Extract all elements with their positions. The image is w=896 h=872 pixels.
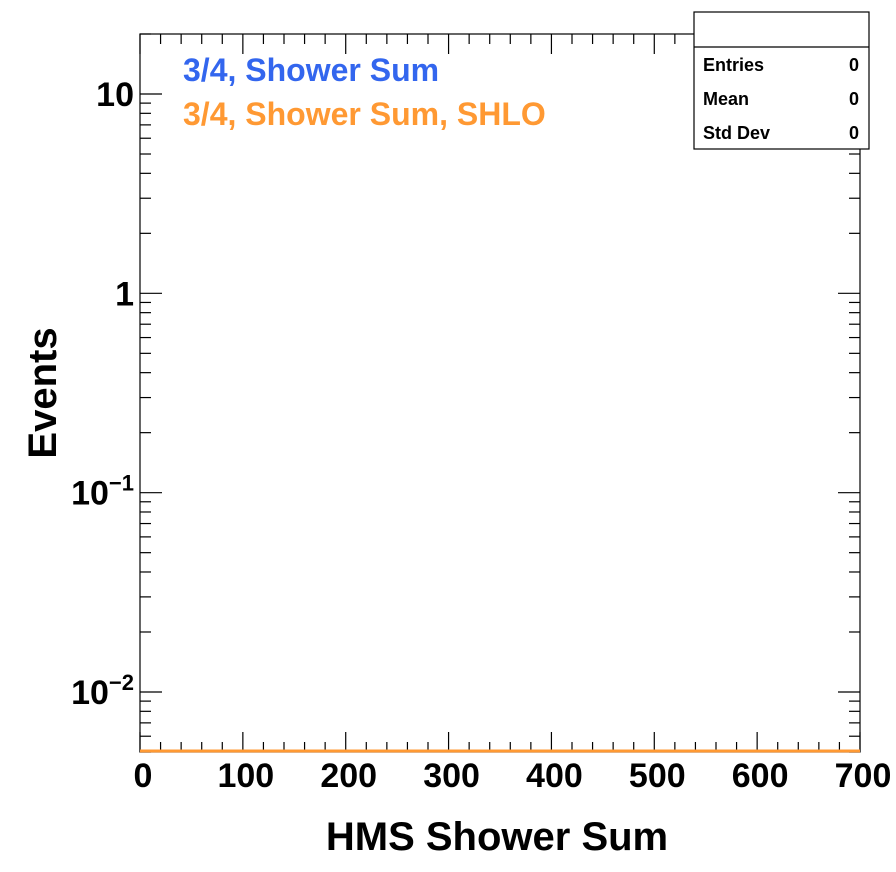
y-tick-label: 10−1 [71,471,134,513]
stats-box: Entries 0 Mean 0 Std Dev 0 [693,11,870,150]
x-axis-ticks [139,34,861,752]
stats-entries-label: Entries [703,55,764,75]
x-tick-label: 100 [217,757,274,795]
stats-stddev-value: 0 [849,123,859,143]
y-tick-label: 1 [115,275,134,313]
legend-entry-1: 3/4, Shower Sum [183,52,439,88]
x-tick-label: 500 [629,757,686,795]
x-tick-label: 200 [320,757,377,795]
x-tick-label: 600 [732,757,789,795]
y-tick-label: 10 [96,76,134,114]
y-axis-title: Events [21,327,65,458]
stats-mean-value: 0 [849,89,859,109]
x-tick-label: 400 [526,757,583,795]
x-axis-title: HMS Shower Sum [326,815,668,859]
legend-entry-2: 3/4, Shower Sum, SHLO [183,96,546,132]
y-tick-label: 10−2 [71,670,134,712]
x-tick-label: 700 [835,757,892,795]
x-tick-label: 300 [423,757,480,795]
stats-stddev-label: Std Dev [703,123,770,143]
y-axis-tick-labels: 10 1 10−1 10−2 [71,76,134,712]
stats-mean-label: Mean [703,89,749,109]
x-tick-label: 0 [134,757,153,795]
stats-entries-value: 0 [849,55,859,75]
x-axis-tick-labels: 0 100 200 300 400 500 600 700 [134,757,892,795]
